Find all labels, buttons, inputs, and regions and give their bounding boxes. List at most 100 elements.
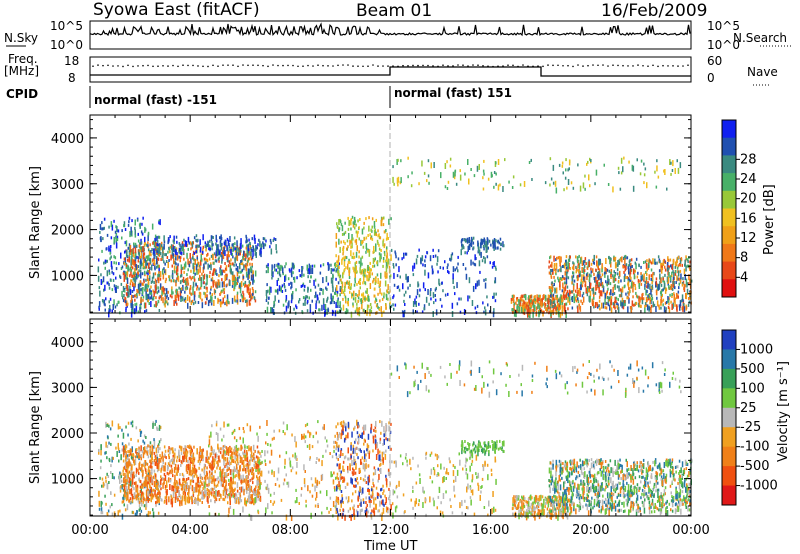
velocity-cell bbox=[148, 498, 151, 501]
power-cell bbox=[586, 162, 588, 166]
power-cell bbox=[539, 308, 542, 312]
power-cell bbox=[108, 311, 110, 318]
power-cell bbox=[376, 239, 379, 243]
power-cell bbox=[358, 307, 361, 310]
power-cell bbox=[205, 286, 207, 290]
power-cell bbox=[199, 274, 201, 281]
power-cell bbox=[232, 271, 234, 278]
power-cell bbox=[127, 302, 129, 306]
power-cell bbox=[407, 156, 409, 160]
power-cell bbox=[656, 261, 658, 265]
power-cell bbox=[247, 274, 249, 280]
power-cell bbox=[598, 304, 600, 308]
velocity-cell bbox=[134, 455, 137, 459]
power-cell bbox=[338, 262, 340, 266]
power-cell bbox=[341, 289, 344, 292]
power-cell bbox=[354, 219, 356, 223]
velocity-cell bbox=[176, 467, 179, 471]
power-cell bbox=[380, 306, 382, 313]
power-cell bbox=[368, 266, 371, 270]
power-cell bbox=[229, 262, 232, 266]
power-cell bbox=[364, 281, 366, 285]
power-cell bbox=[667, 262, 669, 268]
power-cell bbox=[424, 255, 427, 259]
power-cell bbox=[567, 168, 569, 172]
power-cell bbox=[592, 287, 594, 294]
power-cell bbox=[521, 306, 523, 313]
power-cell bbox=[572, 274, 575, 278]
power-cell bbox=[173, 249, 175, 253]
noise-tick-top: 10^5 bbox=[50, 19, 83, 33]
power-cell bbox=[172, 253, 174, 257]
power-cell bbox=[248, 250, 250, 254]
velocity-cell bbox=[145, 489, 148, 496]
power-cell bbox=[334, 292, 337, 295]
power-cell bbox=[656, 283, 659, 290]
power-cell bbox=[192, 262, 195, 266]
power-cell bbox=[157, 300, 160, 304]
power-cell bbox=[622, 300, 625, 307]
power-cell bbox=[634, 284, 636, 287]
velocity-cell bbox=[171, 458, 174, 465]
power-cell bbox=[575, 296, 577, 300]
power-cell bbox=[167, 290, 169, 294]
power-cell bbox=[99, 223, 102, 230]
power-cell bbox=[360, 257, 362, 264]
velocity-cell bbox=[153, 451, 156, 455]
velocity-cell bbox=[201, 468, 203, 472]
power-cell bbox=[569, 255, 571, 259]
power-cell bbox=[192, 256, 194, 260]
power-cell bbox=[152, 258, 154, 262]
power-cell bbox=[102, 276, 105, 283]
power-cell bbox=[186, 277, 189, 281]
power-cell bbox=[154, 285, 157, 289]
velocity-cell bbox=[248, 445, 250, 452]
velocity-cell bbox=[157, 466, 159, 470]
power-cell bbox=[678, 282, 680, 286]
power-cell bbox=[213, 252, 216, 256]
power-cell bbox=[326, 308, 328, 315]
power-cell bbox=[561, 289, 564, 293]
nave-dot bbox=[632, 65, 634, 67]
power-cell bbox=[484, 309, 487, 316]
power-cell bbox=[583, 276, 586, 283]
power-cell bbox=[191, 276, 194, 280]
power-cell bbox=[644, 304, 646, 308]
power-cell bbox=[577, 262, 580, 266]
power-cell bbox=[552, 181, 555, 185]
nave-dot bbox=[597, 64, 599, 67]
power-cell bbox=[397, 183, 399, 187]
velocity-cell bbox=[146, 481, 149, 485]
power-cell bbox=[168, 238, 170, 242]
velocity-cell bbox=[166, 489, 168, 495]
power-cell bbox=[617, 260, 619, 266]
power-cell bbox=[572, 186, 575, 190]
power-cell bbox=[610, 274, 612, 278]
power-cell bbox=[646, 268, 648, 272]
power-cell bbox=[486, 295, 488, 299]
power-cell bbox=[560, 294, 562, 298]
power-cell bbox=[483, 247, 485, 251]
velocity-cell bbox=[149, 493, 152, 497]
velocity-cell bbox=[129, 497, 132, 501]
power-cell bbox=[474, 263, 477, 267]
power-x-ticks bbox=[89, 115, 692, 313]
velocity-cell bbox=[139, 428, 141, 432]
velocity-cell bbox=[106, 456, 108, 460]
velocity-cell bbox=[122, 449, 125, 456]
power-cell bbox=[255, 252, 257, 258]
power-cell bbox=[116, 226, 118, 232]
power-cell bbox=[378, 247, 381, 251]
power-cell bbox=[504, 158, 506, 162]
power-cell bbox=[160, 287, 163, 291]
power-cell bbox=[307, 271, 309, 275]
power-cell bbox=[424, 288, 426, 292]
power-cell bbox=[275, 289, 278, 293]
nave-dot bbox=[572, 65, 574, 68]
power-cell bbox=[516, 305, 519, 312]
velocity-cell bbox=[214, 453, 217, 460]
power-cell bbox=[476, 280, 479, 287]
power-cell bbox=[147, 294, 150, 301]
power-cell bbox=[426, 251, 428, 255]
power-cell bbox=[217, 244, 219, 251]
